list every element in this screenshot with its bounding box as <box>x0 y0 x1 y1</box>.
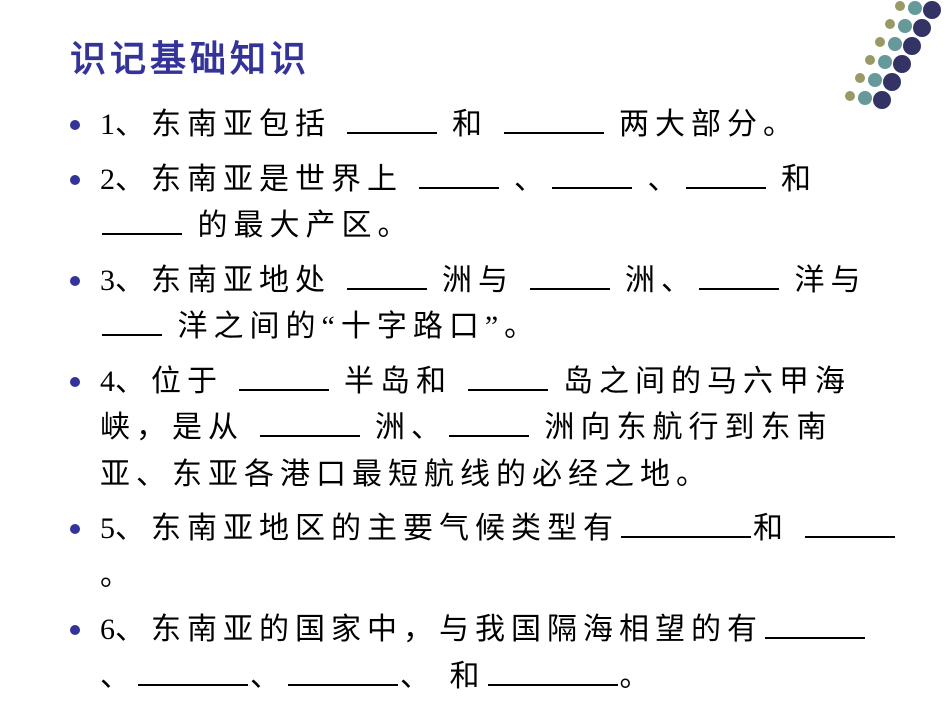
question-text: 、东南亚的国家中，与我国隔海相望的有 <box>115 613 763 646</box>
question-text: 、 <box>634 163 684 196</box>
question-list: 1、东南亚包括 和 两大部分。2、东南亚是世界上 、 、 和 的最大产区。3、东… <box>70 102 900 700</box>
question-item: 5、东南亚地区的主要气候类型有 和 。 <box>70 506 900 599</box>
question-number: 6 <box>100 613 115 646</box>
question-item: 4、位于 半岛和 岛之间的马六甲海峡，是从 洲、 洲向东航行到东南亚、东亚各港口… <box>70 359 900 499</box>
fill-blank <box>805 506 895 538</box>
fill-blank <box>288 654 398 686</box>
slide: 识记基础知识 1、东南亚包括 和 两大部分。 2、东南亚是世界上 、 、 和 的最… <box>0 0 950 713</box>
question-item: 6、东南亚的国家中，与我国隔海相望的有 、 、 、 和 。 <box>70 607 900 700</box>
question-text: 洲、 <box>362 411 448 444</box>
fill-blank <box>468 359 548 391</box>
question-text: 、 <box>250 660 286 693</box>
question-text: 、东南亚是世界上 <box>115 163 417 196</box>
fill-blank <box>488 654 618 686</box>
question-text: 、东南亚地区的主要气候类型有 <box>115 512 619 545</box>
fill-blank <box>347 102 437 134</box>
question-text: 洋之间的“十字路口”。 <box>164 310 540 343</box>
question-text: 、 <box>501 163 551 196</box>
question-text: 、 和 <box>400 660 486 693</box>
question-text: 。 <box>620 660 656 693</box>
fill-blank <box>552 157 632 189</box>
question-number: 5 <box>100 512 115 545</box>
question-text: 洲与 <box>429 264 528 297</box>
fill-blank <box>449 405 529 437</box>
question-item: 1、东南亚包括 和 两大部分。 <box>70 102 900 149</box>
question-text: 两大部分。 <box>606 108 800 141</box>
fill-blank <box>686 157 766 189</box>
question-item: 3、东南亚地处 洲与 洲、 洋与 洋之间的“十字路口”。 <box>70 258 900 351</box>
fill-blank <box>699 258 779 290</box>
question-text: 和 <box>753 512 803 545</box>
question-item: 2、东南亚是世界上 、 、 和 的最大产区。 <box>70 157 900 250</box>
question-text: 和 <box>768 163 818 196</box>
fill-blank <box>504 102 604 134</box>
question-text: 的最大产区。 <box>184 209 414 242</box>
question-text: 、东南亚包括 <box>115 108 345 141</box>
fill-blank <box>239 359 329 391</box>
fill-blank <box>260 405 360 437</box>
fill-blank <box>102 304 162 336</box>
question-text: 、东南亚地处 <box>115 264 345 297</box>
question-text: 和 <box>439 108 502 141</box>
question-text: 洲、 <box>612 264 698 297</box>
question-number: 2 <box>100 163 115 196</box>
question-text: 洋与 <box>781 264 867 297</box>
fill-blank <box>419 157 499 189</box>
fill-blank <box>347 258 427 290</box>
fill-blank <box>530 258 610 290</box>
question-number: 1 <box>100 108 115 141</box>
question-number: 3 <box>100 264 115 297</box>
fill-blank <box>621 506 751 538</box>
question-text: 。 <box>100 559 136 592</box>
fill-blank <box>765 607 865 639</box>
slide-title: 识记基础知识 <box>70 30 900 82</box>
question-text: 、 <box>100 660 136 693</box>
question-text: 、位于 <box>115 365 237 398</box>
fill-blank <box>102 203 182 235</box>
fill-blank <box>138 654 248 686</box>
question-number: 4 <box>100 365 115 398</box>
question-text: 半岛和 <box>331 365 466 398</box>
